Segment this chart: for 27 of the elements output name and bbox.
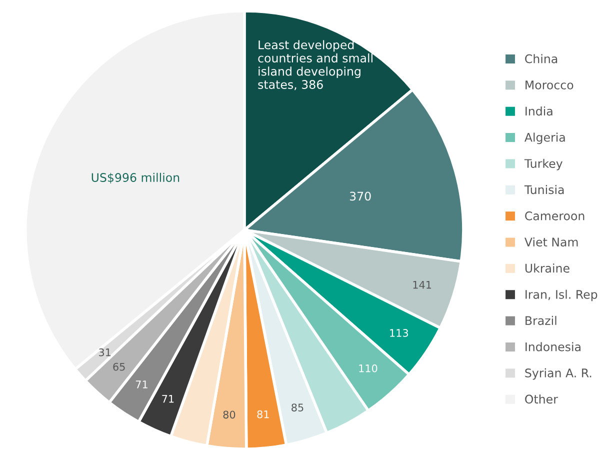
- legend-label: China: [525, 54, 558, 64]
- data-label: 71: [136, 380, 148, 388]
- legend-label: Iran, Isl. Rep: [526, 290, 598, 302]
- data-label: 65: [113, 362, 125, 371]
- data-label: 141: [413, 281, 432, 289]
- legend-label: Tunisia: [524, 185, 564, 194]
- data-label: 81: [257, 410, 269, 418]
- legend-label: Viet Nam: [524, 237, 578, 247]
- legend-label: Morocco: [526, 80, 574, 90]
- data-label: 370: [350, 192, 371, 201]
- data-label: 71: [162, 395, 174, 403]
- data-label: 110: [359, 364, 378, 372]
- legend-label: Algeria: [524, 132, 565, 144]
- legend-label: India: [526, 106, 552, 116]
- legend-label: Syrian A. R.: [525, 368, 592, 380]
- data-label: 85: [292, 404, 304, 412]
- legend-label: Ukraine: [525, 264, 570, 273]
- legend-label: Brazil: [526, 316, 556, 326]
- data-label: Least developed countries and small island developing states, 386: [258, 40, 372, 90]
- legend-label: Other: [525, 394, 558, 404]
- data-label: 31: [99, 348, 111, 356]
- data-label: US$996 million: [92, 172, 180, 184]
- data-label: 80: [223, 410, 236, 419]
- legend-label: Turkey: [524, 158, 562, 170]
- data-label: 113: [390, 329, 408, 337]
- legend-label: Indonesia: [526, 342, 580, 352]
- legend-label: Cameroon: [525, 211, 584, 220]
